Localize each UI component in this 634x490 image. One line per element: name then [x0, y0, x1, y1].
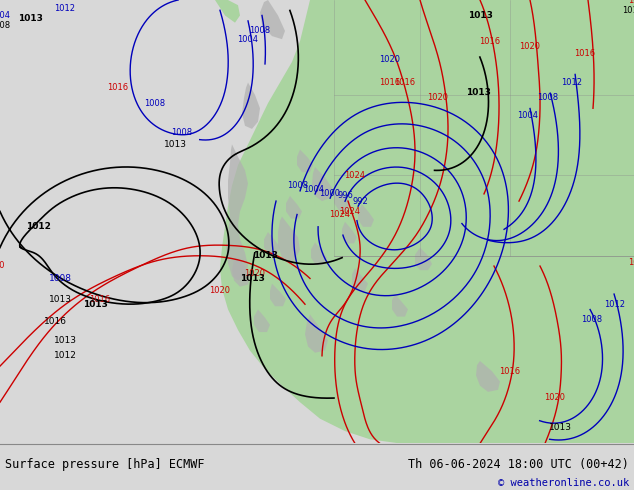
Text: 1004: 1004: [238, 35, 259, 44]
Text: 1000: 1000: [320, 189, 340, 198]
Polygon shape: [278, 217, 300, 263]
Text: 1016: 1016: [574, 49, 595, 58]
Text: 1016: 1016: [44, 317, 67, 326]
Polygon shape: [220, 0, 634, 443]
Text: 1004: 1004: [517, 111, 538, 120]
Text: © weatheronline.co.uk: © weatheronline.co.uk: [498, 478, 629, 488]
Polygon shape: [311, 243, 327, 265]
Text: 1016: 1016: [500, 367, 521, 376]
Text: 1008: 1008: [581, 315, 602, 324]
Text: 1016: 1016: [107, 83, 129, 92]
Text: 1020: 1020: [427, 94, 448, 102]
Text: 10: 10: [628, 259, 634, 268]
Text: 1016: 1016: [479, 37, 501, 46]
Text: 1013: 1013: [164, 140, 186, 149]
Polygon shape: [476, 361, 500, 392]
Text: 10: 10: [628, 0, 634, 4]
Polygon shape: [242, 82, 260, 129]
Polygon shape: [264, 232, 280, 255]
Text: 1008: 1008: [287, 181, 309, 190]
Text: 1004: 1004: [304, 185, 325, 194]
Polygon shape: [215, 0, 240, 23]
Text: 1012: 1012: [25, 222, 51, 231]
Polygon shape: [286, 196, 302, 219]
Text: 1020: 1020: [245, 269, 266, 278]
Polygon shape: [254, 309, 270, 332]
Polygon shape: [415, 247, 432, 270]
Text: 1012: 1012: [562, 78, 583, 87]
Text: 1020: 1020: [519, 42, 541, 51]
Text: 1013: 1013: [548, 423, 571, 433]
Text: 1024: 1024: [339, 207, 361, 216]
Polygon shape: [342, 222, 357, 244]
Polygon shape: [232, 258, 250, 287]
Text: 1013: 1013: [82, 300, 107, 309]
Text: 1004: 1004: [0, 11, 11, 20]
Polygon shape: [260, 0, 285, 39]
Polygon shape: [358, 204, 374, 227]
Text: 1008: 1008: [171, 127, 193, 137]
Text: 1016: 1016: [89, 294, 110, 304]
Text: 1020: 1020: [545, 392, 566, 401]
Text: 1012: 1012: [604, 300, 626, 309]
Text: 1024: 1024: [330, 210, 351, 219]
Text: 1013: 1013: [252, 251, 278, 260]
Text: 1008: 1008: [538, 94, 559, 102]
Text: 1013: 1013: [465, 88, 491, 98]
Text: 1008: 1008: [0, 21, 11, 30]
Text: 1024: 1024: [344, 171, 365, 180]
Polygon shape: [352, 268, 368, 291]
Text: 996: 996: [337, 192, 353, 200]
Text: 1008: 1008: [145, 98, 165, 108]
Polygon shape: [392, 294, 408, 317]
Polygon shape: [226, 145, 248, 280]
Polygon shape: [312, 167, 332, 201]
Text: 992: 992: [352, 196, 368, 206]
Text: 1012: 1012: [55, 4, 75, 13]
Polygon shape: [305, 315, 328, 353]
Text: 1008: 1008: [249, 26, 271, 35]
Text: Surface pressure [hPa] ECMWF: Surface pressure [hPa] ECMWF: [5, 458, 205, 471]
Text: Th 06-06-2024 18:00 UTC (00+42): Th 06-06-2024 18:00 UTC (00+42): [408, 458, 629, 471]
Text: 1013: 1013: [623, 6, 634, 15]
Text: 1013: 1013: [18, 14, 42, 23]
Text: 20: 20: [0, 261, 5, 270]
Polygon shape: [297, 149, 313, 172]
Text: 1016: 1016: [394, 78, 415, 87]
Polygon shape: [270, 284, 286, 306]
Text: 1013: 1013: [53, 336, 77, 345]
Text: 1016: 1016: [379, 78, 401, 87]
Text: 1020: 1020: [380, 55, 401, 64]
Text: 1008: 1008: [48, 274, 72, 283]
Text: 1013: 1013: [240, 274, 264, 283]
Text: 1013: 1013: [467, 11, 493, 20]
Text: 1013: 1013: [48, 294, 72, 304]
Text: 1012: 1012: [53, 351, 77, 360]
Text: 1020: 1020: [209, 286, 231, 295]
Polygon shape: [334, 188, 350, 210]
